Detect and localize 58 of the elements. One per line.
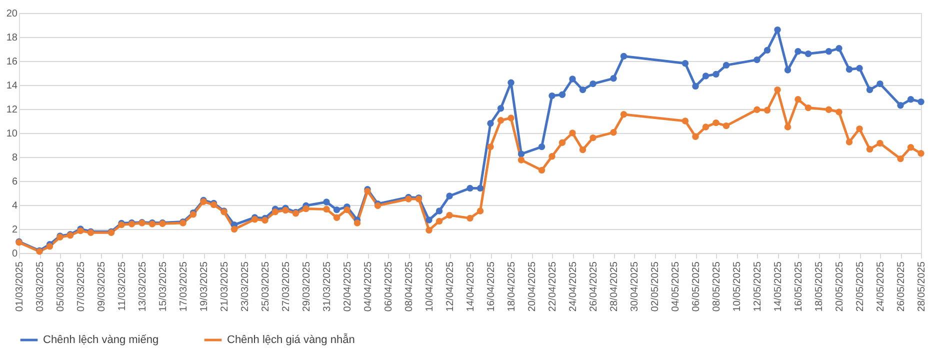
x-tick-label: 02/05/2025 [650,261,661,312]
x-tick-label: 09/03/2025 [96,261,108,312]
x-tick-label: 28/05/2025 [916,261,928,312]
x-tick-label: 06/05/2025 [691,261,702,312]
x-tick-label: 28/04/2025 [609,261,620,312]
x-tick-label: 18/04/2025 [506,261,518,312]
x-tick-label: 06/04/2025 [384,261,394,312]
x-tick-label: 14/05/2025 [773,261,784,312]
x-tick-label: 30/04/2025 [630,261,640,312]
x-tick-label: 31/03/2025 [322,261,333,312]
legend-label: Chênh lệch vàng miếng [43,334,159,346]
y-tick-label: 6 [12,176,18,188]
x-tick-label: 12/04/2025 [445,261,456,312]
x-tick-label: 14/04/2025 [466,261,476,312]
x-tick-label: 17/03/2025 [178,261,190,312]
x-tick-label: 26/04/2025 [588,261,600,312]
x-tick-label: 04/05/2025 [670,261,682,312]
y-tick-label: 20 [6,8,18,20]
x-tick-label: 19/03/2025 [199,261,210,312]
x-tick-label: 25/03/2025 [260,261,272,312]
x-tick-label: 08/05/2025 [712,261,722,312]
x-tick-label: 15/03/2025 [158,261,169,312]
x-tick-label: 11/03/2025 [117,261,128,311]
x-tick-label: 08/04/2025 [404,261,415,312]
x-tick-label: 07/03/2025 [76,261,87,312]
x-tick-label: 10/05/2025 [732,261,743,312]
x-tick-label: 24/04/2025 [568,261,579,312]
x-tick-label: 13/03/2025 [138,261,148,312]
y-tick-label: 0 [12,248,18,260]
x-tick-label: 22/05/2025 [855,261,866,312]
x-tick-label: 23/03/2025 [240,261,251,312]
y-tick-label: 12 [6,104,18,116]
x-tick-label: 21/03/2025 [220,261,230,312]
x-tick-label: 24/05/2025 [876,261,886,312]
x-tick-label: 05/03/2025 [56,261,66,312]
legend-label: Chênh lệch giá vàng nhẫn [227,333,355,346]
x-tick-label: 26/05/2025 [896,261,907,312]
x-tick-label: 27/03/2025 [281,261,292,312]
x-tick-label: 16/05/2025 [794,261,804,312]
x-tick-label: 29/03/2025 [302,261,312,312]
y-tick-label: 10 [6,128,18,140]
x-tick-label: 18/05/2025 [814,261,825,312]
y-tick-label: 14 [6,80,18,92]
y-tick-label: 2 [12,224,18,236]
x-tick-label: 22/04/2025 [548,261,558,312]
x-tick-label: 01/03/2025 [14,261,26,312]
x-tick-label: 12/05/2025 [752,261,764,312]
y-tick-label: 4 [12,200,18,212]
x-tick-label: 16/04/2025 [486,261,497,312]
y-tick-label: 8 [12,152,18,164]
x-tick-label: 20/04/2025 [527,261,538,312]
x-tick-label: 20/05/2025 [834,261,846,312]
x-tick-label: 04/04/2025 [363,261,374,312]
x-tick-label: 02/04/2025 [342,261,354,312]
x-tick-label: 03/03/2025 [35,261,46,312]
x-tick-label: 10/04/2025 [424,261,436,312]
y-tick-label: 16 [6,56,18,68]
y-tick-label: 18 [6,32,18,44]
